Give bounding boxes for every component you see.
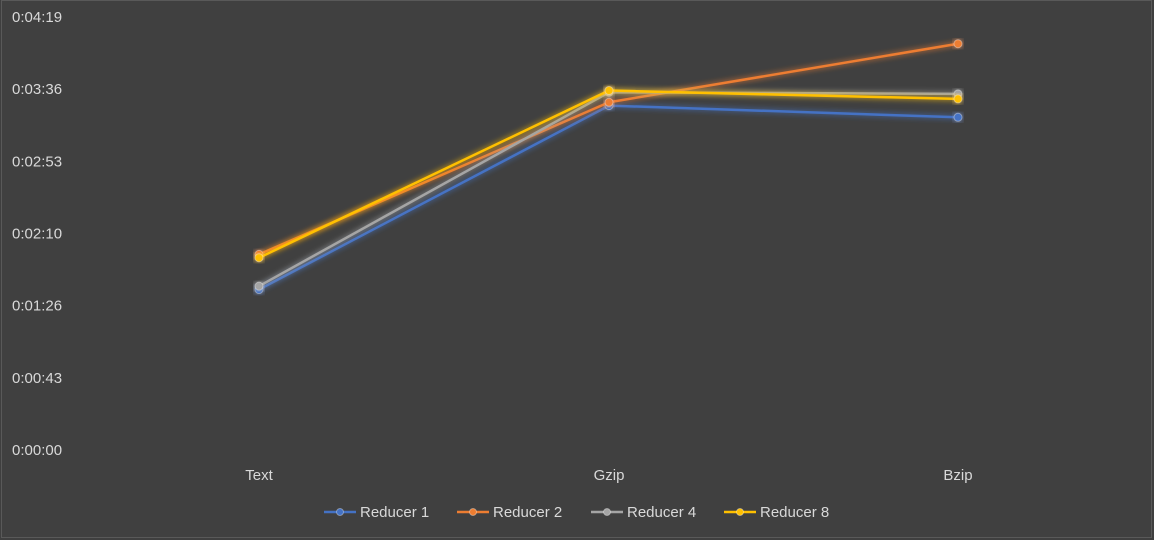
legend-item: Reducer 2 [457,504,562,521]
legend-item: Reducer 1 [324,504,429,521]
series-2 [254,39,963,259]
x-axis: Text Gzip Bzip [245,467,972,484]
data-point [953,39,963,49]
data-point [953,112,963,122]
legend-item: Reducer 4 [591,504,696,521]
legend-label: Reducer 4 [627,504,696,521]
x-category-label: Text [245,467,273,484]
series-line [258,89,959,259]
y-tick-label: 0:03:36 [12,81,62,98]
data-point [254,253,264,263]
y-tick-label: 0:01:26 [12,298,62,315]
data-point [254,281,264,291]
series-1 [254,101,963,295]
legend-label: Reducer 8 [760,504,829,521]
series-4 [254,86,963,263]
legend-swatch-marker [469,508,477,516]
legend-label: Reducer 2 [493,504,562,521]
y-tick-label: 0:00:43 [12,370,62,387]
y-tick-label: 0:00:00 [12,442,62,459]
legend-label: Reducer 1 [360,504,429,521]
data-point [604,97,614,107]
legend: Reducer 1 Reducer 2 Reducer 4 Reducer 8 [324,504,829,521]
legend-swatch-marker [736,508,744,516]
series-3 [254,87,963,291]
y-tick-label: 0:02:53 [12,153,62,170]
y-axis: 0:00:00 0:00:43 0:01:26 0:02:10 0:02:53 0:03:… [12,9,62,459]
x-category-label: Gzip [594,467,625,484]
series-layer [254,39,963,295]
y-tick-label: 0:04:19 [12,9,62,26]
series-line [258,42,959,256]
legend-swatch-marker [603,508,611,516]
series-line [258,104,959,291]
y-tick-label: 0:02:10 [12,226,62,243]
series-line [258,90,959,288]
data-point [953,94,963,104]
legend-item: Reducer 8 [724,504,829,521]
data-point [604,86,614,96]
legend-swatch-marker [336,508,344,516]
x-category-label: Bzip [943,467,972,484]
